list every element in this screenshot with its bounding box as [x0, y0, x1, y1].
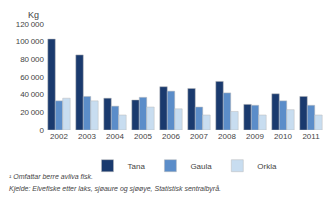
svg-text:2003: 2003: [78, 132, 96, 141]
svg-text:Orkla: Orkla: [257, 162, 277, 171]
svg-text:80 000: 80 000: [20, 55, 44, 64]
svg-text:Gaula: Gaula: [190, 162, 212, 171]
svg-text:2010: 2010: [274, 132, 292, 141]
svg-text:2006: 2006: [162, 132, 180, 141]
svg-text:60 000: 60 000: [20, 73, 44, 82]
svg-text:2005: 2005: [134, 132, 152, 141]
svg-text:20 000: 20 000: [20, 108, 44, 117]
svg-text:Kg: Kg: [28, 10, 39, 20]
svg-text:40 000: 40 000: [20, 90, 44, 99]
svg-text:2002: 2002: [50, 132, 68, 141]
svg-text:120 000: 120 000: [16, 20, 45, 29]
svg-text:2011: 2011: [302, 132, 320, 141]
svg-text:2004: 2004: [106, 132, 124, 141]
svg-text:2009: 2009: [246, 132, 264, 141]
svg-text:2007: 2007: [190, 132, 208, 141]
svg-text:2008: 2008: [218, 132, 236, 141]
svg-text:100 000: 100 000: [16, 37, 45, 46]
svg-text:Tana: Tana: [128, 162, 146, 171]
svg-text:0: 0: [40, 126, 45, 135]
svg-text:Kjelde: Elvefiske etter laks,: Kjelde: Elvefiske etter laks, sjøaure og…: [9, 185, 221, 193]
svg-text:¹ Omfattar berre avliva fisk.: ¹ Omfattar berre avliva fisk.: [9, 173, 93, 180]
